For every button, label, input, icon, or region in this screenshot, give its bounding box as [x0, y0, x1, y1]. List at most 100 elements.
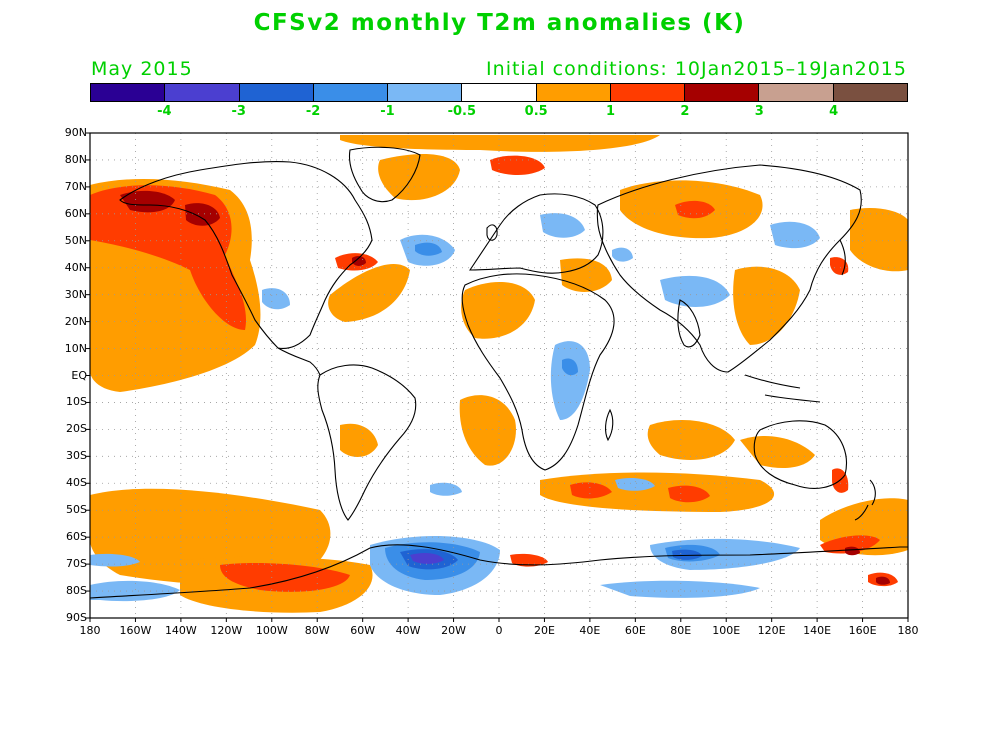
colorbar-cell	[388, 84, 463, 101]
longitude-label: 120E	[757, 624, 786, 637]
latitude-label: 70S	[66, 557, 87, 571]
longitude-label: 40E	[579, 624, 601, 637]
colorbar-cell	[462, 84, 537, 101]
latitude-label: 80S	[66, 584, 87, 598]
longitude-label: 100W	[255, 624, 288, 637]
longitude-label: 20W	[441, 624, 466, 637]
anomaly-australia-east-warm	[740, 435, 815, 468]
coastline-south-america	[317, 364, 417, 521]
colorbar-label: -3	[231, 104, 246, 119]
coastline-indonesia	[744, 374, 821, 403]
anomaly-arctic-red	[490, 155, 545, 175]
anomaly-s-atlantic-red	[570, 482, 612, 499]
anomaly-antarctic-darkred	[845, 546, 860, 556]
anomaly-central-africa-warm	[560, 258, 612, 292]
anomaly-n-africa-warm	[461, 281, 535, 339]
coastline-greenland	[348, 146, 421, 203]
colorbar-cell	[536, 84, 611, 101]
anomaly-pacific-sector-cold	[90, 580, 180, 602]
colorbar-cell	[313, 84, 389, 101]
latitude-label: 70N	[64, 179, 87, 193]
longitude-label: 180	[897, 624, 919, 637]
latitude-label: 90S	[66, 611, 87, 624]
colorbar-label: -0.5	[447, 104, 477, 119]
latitude-label: 90N	[64, 126, 87, 139]
longitude-label: 140E	[803, 624, 832, 637]
anomaly-canada-darkred	[185, 203, 220, 226]
map-gridlines	[90, 133, 908, 618]
latitude-label: 60S	[66, 530, 87, 544]
longitude-label: 0	[495, 624, 503, 637]
anomaly-s-indian-warm	[540, 472, 775, 512]
colorbar-label: -1	[380, 104, 395, 119]
colorbar-label: -4	[157, 104, 172, 119]
colorbar-cell	[685, 84, 760, 101]
colorbar	[90, 83, 908, 102]
colorbar-label: 4	[829, 104, 839, 119]
latitude-label: 10S	[66, 395, 87, 409]
coastline-india	[677, 299, 701, 348]
colorbar-cell	[833, 84, 907, 101]
anomaly-gulf-of-alaska-darkred	[120, 190, 175, 213]
latitude-label: 20S	[66, 422, 87, 436]
anomaly-greenland-warm	[378, 154, 460, 201]
colorbar-label: -2	[305, 104, 321, 119]
latitude-label: 20N	[64, 314, 87, 328]
coastlines	[89, 146, 908, 599]
anomaly-w-pacific-cold	[770, 221, 820, 249]
anomaly-west-pacific-warm	[850, 208, 908, 272]
anomaly-n-atlantic-medblue	[415, 242, 442, 256]
anomaly-fields	[90, 135, 908, 613]
anomaly-amundsen-cold	[90, 553, 140, 567]
colorbar-cell	[610, 84, 686, 101]
anomaly-north-atlantic-warm	[328, 264, 410, 322]
longitude-label: 160W	[119, 624, 152, 637]
colorbar-label: 3	[754, 104, 764, 119]
colorbar-label: 0.5	[524, 104, 548, 119]
anomaly-e-antarctic-darkblue	[672, 549, 702, 560]
coastline-europe	[468, 193, 604, 274]
initial-conditions: Initial conditions: 10Jan2015–19Jan2015	[486, 58, 907, 80]
coastline-australia	[753, 420, 847, 489]
latitude-label: 30N	[64, 287, 87, 301]
coastline-central-america	[277, 347, 321, 376]
coastline-north-america	[119, 161, 373, 349]
longitude-label: 140W	[164, 624, 197, 637]
latitude-label: 50S	[66, 503, 87, 517]
anomaly-southern-africa-cold	[430, 482, 462, 496]
anomaly-central-asia-cold	[660, 275, 730, 307]
coastline-uk	[486, 224, 498, 241]
coastline-madagascar	[605, 408, 614, 442]
longitude-label: 180	[79, 624, 101, 637]
longitude-label: 60W	[350, 624, 376, 637]
anomaly-iran-cold	[612, 247, 633, 262]
anomaly-scandinavia-cold	[540, 213, 585, 238]
colorbar-label: 2	[680, 104, 690, 119]
latitude-label: 10N	[64, 341, 87, 355]
anomaly-s-indian-red	[668, 485, 710, 503]
anomaly-wedell-cold	[600, 580, 760, 598]
colorbar-cell	[91, 84, 166, 101]
anomaly-e-africa-medblue	[562, 358, 578, 376]
latitude-label: 30S	[66, 449, 87, 463]
latitude-label: 40S	[66, 476, 87, 490]
anomaly-south-atlantic-warm	[459, 395, 516, 466]
latitude-label: 80N	[64, 152, 87, 166]
latitude-label: 40N	[64, 260, 87, 274]
valid-month: May 2015	[91, 58, 193, 80]
map-ticks	[86, 132, 909, 622]
coastline-new-zealand	[854, 479, 876, 521]
longitude-label: 80E	[670, 624, 692, 637]
coastline-asia	[596, 164, 862, 373]
latitude-label: 60N	[64, 206, 87, 220]
anomaly-antarctic-red	[220, 563, 350, 592]
anomaly-w-antarctic-red	[510, 553, 548, 567]
longitude-label: 120W	[210, 624, 243, 637]
anomaly-indian-ocean-warm	[647, 420, 735, 460]
colorbar-cell	[239, 84, 314, 101]
anomaly-s-atlantic-cold	[615, 478, 655, 491]
anomaly-ne-us-darkred	[352, 255, 366, 266]
coastline-japan	[839, 239, 846, 276]
colorbar-label: 1	[606, 104, 616, 119]
